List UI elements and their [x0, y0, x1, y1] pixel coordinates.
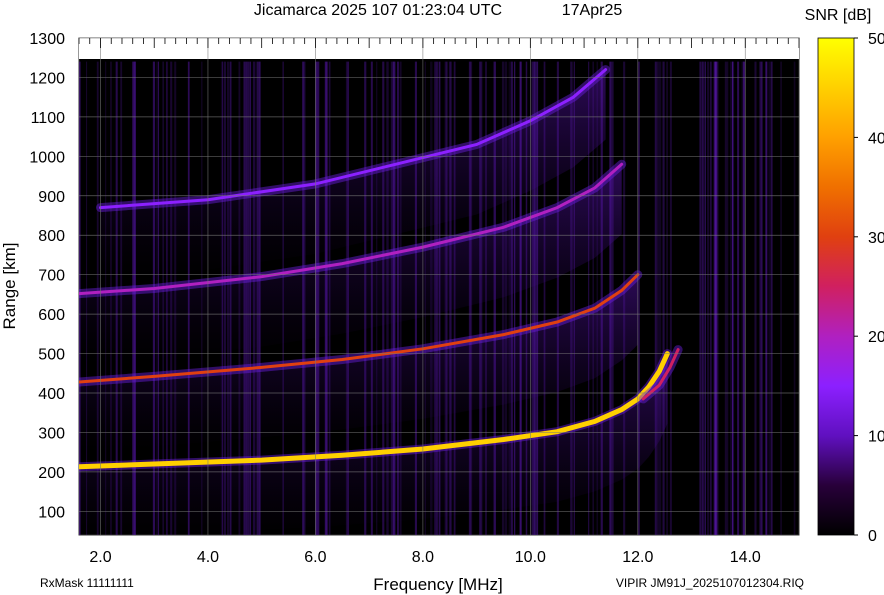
colorbar-tick-label: 40 [868, 130, 884, 147]
echo-band [100, 69, 606, 278]
echo-band [79, 353, 668, 535]
colorbar-tick-label: 30 [868, 230, 884, 247]
grid-lines [79, 37, 799, 535]
x-tick-label: 6.0 [304, 549, 326, 566]
x-tick-label: 2.0 [89, 549, 111, 566]
echo-trace [99, 68, 608, 210]
colorbar-tick-label: 0 [868, 528, 877, 545]
y-axis-label: Range [km] [0, 243, 19, 330]
echo-trace [79, 351, 670, 470]
footer-filename: VIPIR JM91J_2025107012304.RIQ [616, 576, 804, 590]
chart-date: 17Apr25 [562, 2, 623, 19]
y-tick-label: 700 [38, 268, 65, 285]
y-tick-label: 900 [38, 189, 65, 206]
y-tick-label: 600 [38, 307, 65, 324]
y-tick-label: 1100 [31, 110, 66, 127]
plot-no-data-strip [79, 38, 799, 59]
colorbar-tick-label: 20 [868, 329, 884, 346]
y-tick-label: 100 [38, 504, 65, 521]
echo-trace [641, 348, 680, 401]
x-axis-ticks: 2.0 4.0 6.0 8.0 10.0 12.0 14.0 [78, 38, 800, 566]
colorbar-ticks: 0 10 20 30 40 50 [854, 31, 884, 545]
y-tick-label: 800 [38, 228, 65, 245]
y-tick-label: 1000 [29, 149, 65, 166]
x-axis-label: Frequency [MHz] [373, 575, 502, 594]
chart-title: Jicamarca 2025 107 01:23:04 UTC [254, 2, 502, 19]
colorbar-tick-label: 10 [868, 429, 884, 446]
x-tick-label: 10.0 [515, 549, 546, 566]
colorbar-tick-label: 50 [868, 31, 884, 48]
echo-traces [79, 65, 683, 535]
y-tick-label: 500 [38, 347, 65, 364]
colorbar-label: SNR [dB] [805, 7, 872, 24]
x-tick-label: 4.0 [197, 549, 219, 566]
y-tick-label: 300 [38, 425, 65, 442]
x-tick-label: 8.0 [412, 549, 434, 566]
y-axis-ticks: 100 200 300 400 500 600 700 800 900 1000 1100 1200 1… [29, 31, 65, 521]
y-tick-label: 1200 [29, 70, 65, 87]
y-tick-label: 200 [38, 465, 65, 482]
echo-band [79, 274, 638, 452]
x-tick-label: 14.0 [730, 549, 761, 566]
y-tick-label: 1300 [29, 31, 65, 48]
y-tick-label: 400 [38, 386, 65, 403]
colorbar [817, 37, 855, 536]
echo-band [79, 164, 622, 364]
footer-rxmask: RxMask 11111111 [40, 576, 134, 590]
x-tick-label: 12.0 [622, 549, 653, 566]
